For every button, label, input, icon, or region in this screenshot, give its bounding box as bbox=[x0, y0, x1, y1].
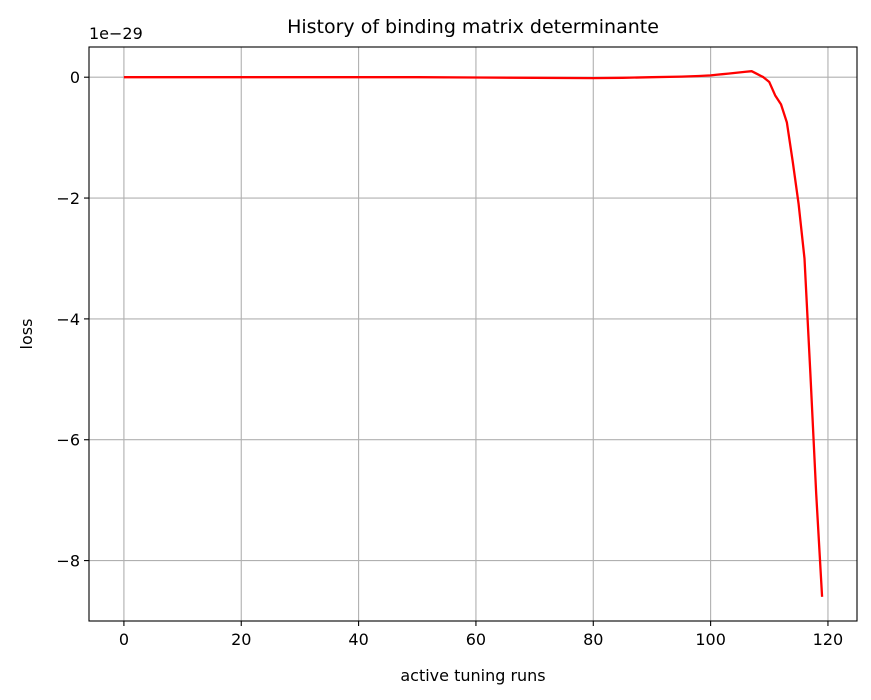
grid bbox=[89, 47, 857, 621]
x-axis-label: active tuning runs bbox=[400, 666, 545, 685]
y-tick-label: −8 bbox=[56, 552, 80, 571]
y-axis-label: loss bbox=[17, 319, 36, 350]
x-tick-label: 60 bbox=[466, 630, 486, 649]
y-tick-label: 0 bbox=[70, 68, 80, 87]
x-tick-label: 80 bbox=[583, 630, 603, 649]
y-tick-label: −4 bbox=[56, 310, 80, 329]
y-tick-label: −6 bbox=[56, 431, 80, 450]
plot-area bbox=[123, 70, 824, 597]
x-tick-label: 100 bbox=[695, 630, 726, 649]
x-tick-label: 0 bbox=[119, 630, 129, 649]
x-tick-label: 40 bbox=[348, 630, 368, 649]
plot-frame bbox=[88, 46, 858, 622]
ticks: 0 20 40 60 80 100 120 0 −2 −4 −6 −8 bbox=[56, 68, 843, 649]
series-line bbox=[123, 70, 824, 597]
chart-title: History of binding matrix determinante bbox=[287, 16, 659, 38]
x-tick-label: 120 bbox=[813, 630, 844, 649]
y-tick-label: −2 bbox=[56, 189, 80, 208]
x-tick-label: 20 bbox=[231, 630, 251, 649]
y-offset-label: 1e−29 bbox=[89, 24, 143, 43]
